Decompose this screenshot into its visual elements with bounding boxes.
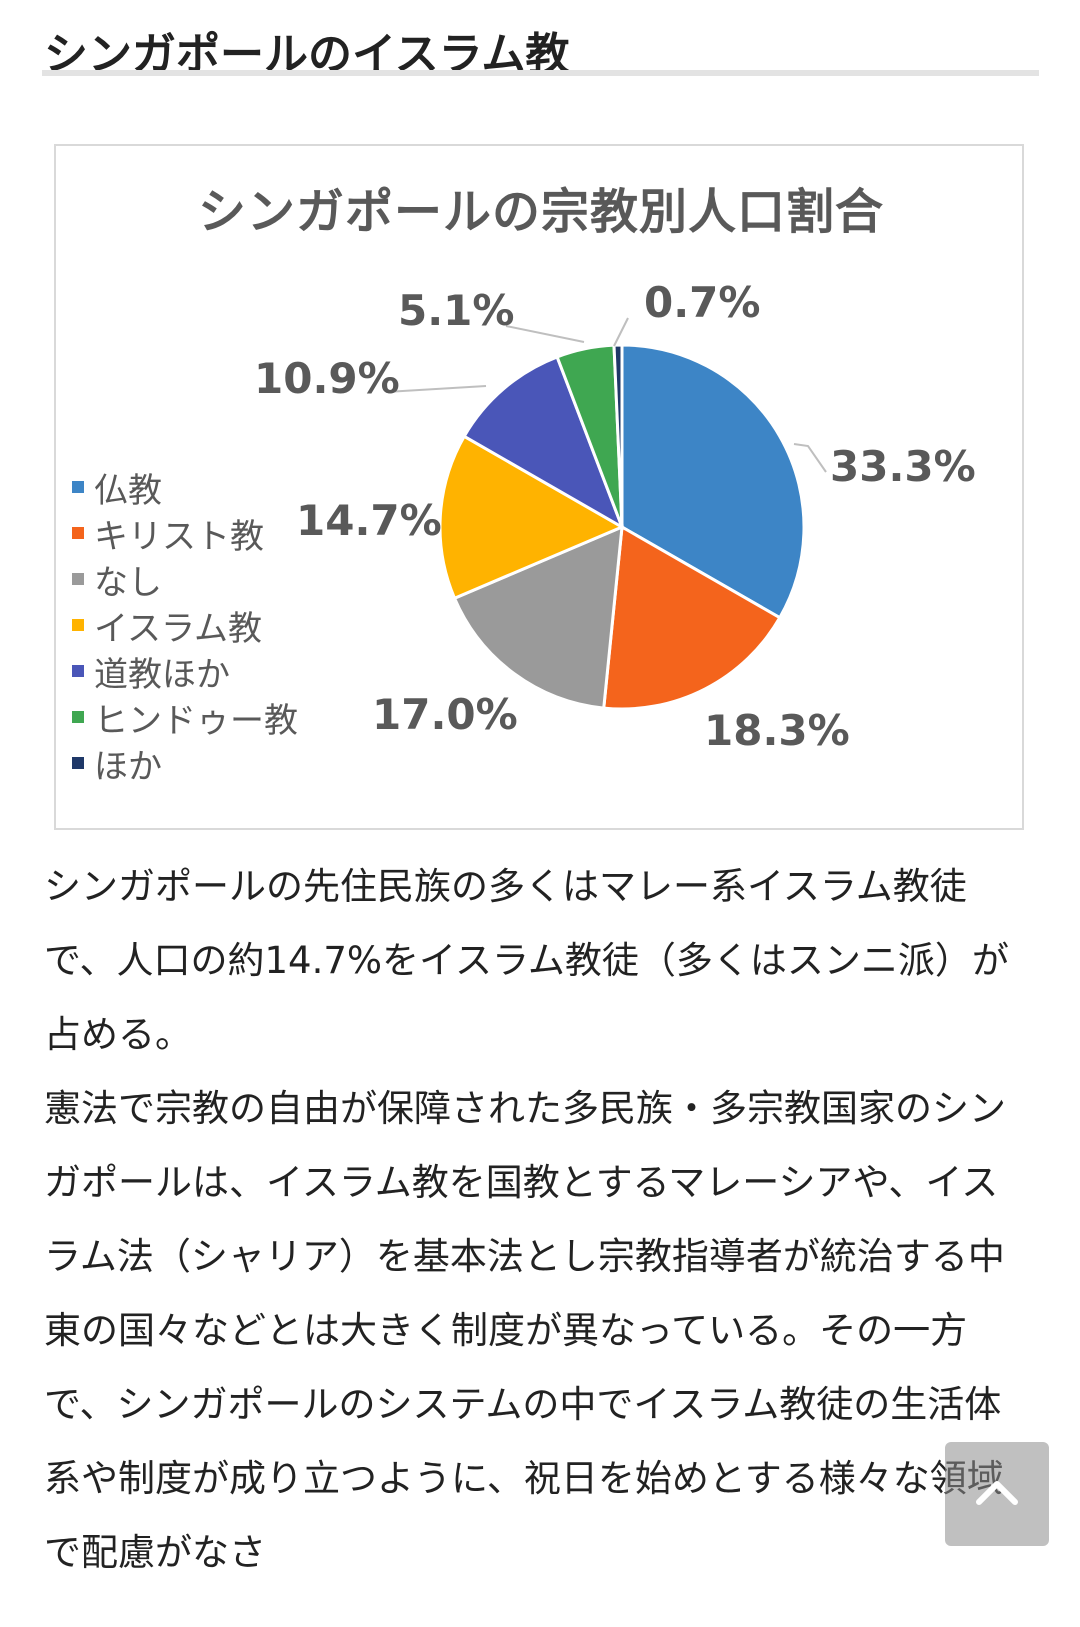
leader-line-3 bbox=[613, 317, 629, 347]
article-body: シンガポールの先住民族の多くはマレー系イスラム教徒で、人口の約14.7%をイスラ… bbox=[44, 850, 1034, 1590]
pie-slice-0 bbox=[620, 343, 806, 620]
religion-pie-chart: シンガポールの宗教別人口割合 33.3% 18.3% 17.0% 14.7% 1… bbox=[54, 144, 1024, 830]
legend-swatch bbox=[72, 619, 84, 631]
legend-label: ほか bbox=[94, 746, 162, 787]
heading-divider bbox=[42, 70, 1039, 76]
data-label-taoism: 10.9% bbox=[254, 354, 400, 403]
pie-slice-1 bbox=[602, 524, 782, 711]
pie-slice-2 bbox=[452, 524, 624, 710]
legend-label: イスラム教 bbox=[94, 608, 262, 649]
legend-label: 仏教 bbox=[94, 470, 162, 511]
data-label-other: 0.7% bbox=[644, 278, 761, 327]
pie-slice-3 bbox=[438, 434, 626, 601]
legend-swatch bbox=[72, 711, 84, 723]
legend-item: 仏教 bbox=[72, 464, 298, 511]
scroll-to-top-button[interactable] bbox=[945, 1442, 1049, 1546]
legend-item: ヒンドゥー教 bbox=[72, 694, 298, 741]
article-paragraph: 憲法で宗教の自由が保障された多民族・多宗教国家のシンガポールは、イスラム教を国教… bbox=[44, 1087, 1006, 1574]
legend-label: ヒンドゥー教 bbox=[94, 700, 298, 741]
legend-swatch bbox=[72, 527, 84, 539]
chevron-up-icon bbox=[976, 1481, 1018, 1505]
data-label-islam: 14.7% bbox=[296, 496, 442, 545]
data-label-christianity: 18.3% bbox=[704, 706, 850, 755]
data-label-buddhism: 33.3% bbox=[830, 442, 976, 491]
page-bottom-edge bbox=[0, 1612, 1080, 1627]
pie-slice-4 bbox=[462, 355, 625, 531]
pie-svg bbox=[385, 317, 827, 711]
legend-item: イスラム教 bbox=[72, 602, 298, 649]
legend-item: ほか bbox=[72, 740, 298, 787]
data-label-hinduism: 5.1% bbox=[398, 286, 515, 335]
legend-swatch bbox=[72, 481, 84, 493]
legend-label: キリスト教 bbox=[94, 516, 264, 557]
article-paragraph: シンガポールの先住民族の多くはマレー系イスラム教徒で、人口の約14.7%をイスラ… bbox=[44, 865, 1009, 1056]
chart-legend: 仏教 キリスト教 なし イスラム教 道教ほか ヒンドゥー教 ほか bbox=[72, 464, 298, 787]
legend-label: 道教ほか bbox=[94, 654, 230, 695]
legend-swatch bbox=[72, 573, 84, 585]
legend-swatch bbox=[72, 665, 84, 677]
chart-title: シンガポールの宗教別人口割合 bbox=[197, 184, 884, 240]
legend-item: 道教ほか bbox=[72, 648, 298, 695]
legend-item: キリスト教 bbox=[72, 510, 298, 557]
legend-swatch bbox=[72, 757, 84, 769]
leader-line-2 bbox=[505, 325, 585, 343]
leader-line-0 bbox=[793, 443, 827, 473]
leader-line-1 bbox=[385, 385, 487, 393]
legend-label: なし bbox=[94, 562, 162, 603]
data-label-none: 17.0% bbox=[372, 690, 518, 739]
legend-item: なし bbox=[72, 556, 298, 603]
